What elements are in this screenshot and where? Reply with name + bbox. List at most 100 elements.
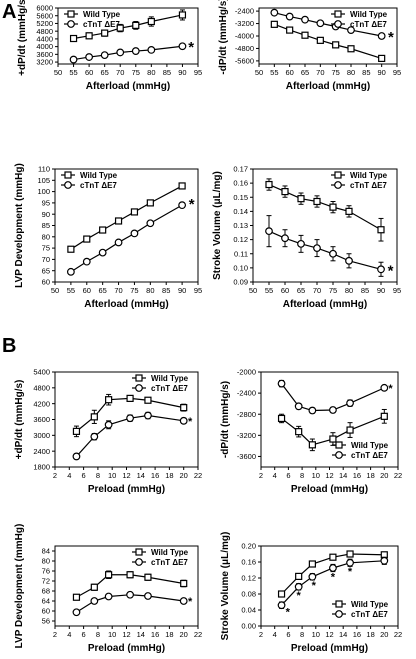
data-point (180, 579, 188, 588)
data-point (144, 573, 152, 581)
legend-marker (64, 171, 72, 179)
data-point (72, 427, 81, 435)
data-point (329, 564, 337, 572)
x-tick-label: 10 (108, 471, 116, 480)
y-axis-label: -dP/dt (mmHg/s) (220, 381, 231, 458)
y-tick-label: -2400 (235, 7, 254, 16)
y-tick-label: -5600 (235, 56, 254, 65)
x-tick-label: 22 (394, 630, 402, 639)
data-point (85, 32, 93, 40)
x-tick-label: 80 (347, 68, 355, 77)
y-axis-label: +dP/dt (mmHg/s) (14, 380, 25, 460)
x-tick-label: 60 (281, 286, 289, 295)
y-tick-label: 105 (37, 176, 50, 185)
x-tick-label: 22 (194, 471, 202, 480)
y-tick-label: 85 (42, 221, 50, 230)
y-tick-label: 2400 (33, 447, 50, 456)
x-tick-label: 80 (146, 286, 154, 295)
legend-marker (135, 558, 143, 566)
data-point (345, 207, 353, 215)
x-tick-label: 12 (122, 630, 130, 639)
legend-entry: Wild Type (83, 10, 121, 19)
x-tick-label: 95 (194, 68, 202, 77)
data-point (329, 406, 337, 414)
data-point (313, 244, 321, 253)
y-tick-label: 68 (42, 587, 50, 596)
x-tick-label: 8 (96, 630, 100, 639)
data-point (72, 593, 81, 601)
x-tick-label: 65 (301, 68, 309, 77)
data-point (126, 571, 134, 579)
x-tick-label: 50 (51, 286, 59, 295)
data-point (98, 248, 107, 257)
data-point (178, 201, 187, 210)
data-point (67, 245, 75, 253)
chart-6: 2 4 6 8 10 12 14 16 18 20 22 -2000 -2400 -2800 -3200 -3… (220, 368, 402, 495)
data-point (377, 226, 385, 234)
data-point (144, 411, 152, 420)
x-tick-label: 22 (194, 630, 202, 639)
x-tick-label: 50 (255, 68, 263, 77)
x-tick-label: 2 (259, 471, 263, 480)
data-point (178, 182, 186, 190)
data-point (104, 420, 113, 429)
data-point (281, 234, 289, 243)
x-tick-label: 4 (273, 471, 277, 480)
data-point (313, 197, 321, 206)
x-tick-label: 12 (325, 630, 333, 639)
legend-entry: Wild Type (351, 600, 389, 609)
x-tick-label: 80 (147, 68, 155, 77)
x-tick-label: 12 (122, 471, 130, 480)
x-tick-label: 14 (339, 630, 347, 639)
x-tick-label: 6 (82, 471, 86, 480)
data-point (116, 48, 125, 57)
data-point (179, 416, 188, 425)
x-tick-label: 10 (312, 471, 320, 480)
series-wild-type (72, 570, 188, 601)
x-tick-label: 14 (137, 630, 145, 639)
significance-star: * (331, 571, 336, 583)
chart-8: 2 4 6 8 10 12 14 16 18 20 22 0.00 0.04 0.08 0.12 0.16 0.… (220, 532, 402, 654)
legend-marker (335, 600, 343, 608)
x-tick-label: 8 (300, 630, 304, 639)
legend-entry: Wild Type (351, 441, 389, 450)
x-tick-label: 90 (377, 68, 385, 77)
x-axis-label: Afterload (mmHg) (286, 81, 370, 92)
x-tick-label: 6 (286, 630, 290, 639)
series-line (76, 414, 184, 457)
x-axis-label: Preload (mmHg) (88, 643, 165, 654)
significance-star: * (188, 416, 193, 428)
y-tick-label: 5200 (36, 19, 53, 28)
x-axis-label: Afterload (mmHg) (86, 81, 170, 92)
x-tick-label: 95 (393, 286, 401, 295)
y-axis-label: Stroke Volume (μL/mg) (220, 532, 231, 641)
legend-marker (335, 441, 343, 449)
significance-star: * (388, 262, 394, 279)
x-tick-label: 16 (151, 630, 159, 639)
x-tick-label: 50 (54, 68, 62, 77)
legend-marker (334, 10, 342, 18)
series-wild-type (69, 9, 187, 43)
chart-4: 50 55 60 65 70 75 80 85 90 95 0.09 0.10 0.11 0.12 0.13… (212, 165, 401, 310)
x-tick-label: 85 (361, 286, 369, 295)
data-point (294, 402, 303, 411)
x-tick-label: 20 (180, 630, 188, 639)
legend-marker (67, 10, 75, 18)
y-tick-label: 90 (42, 210, 50, 219)
y-tick-label: 110 (38, 165, 50, 174)
x-tick-label: 65 (100, 68, 108, 77)
y-tick-label: 0.12 (241, 574, 256, 583)
data-point (346, 399, 354, 408)
legend-marker (64, 181, 72, 189)
x-tick-label: 75 (331, 68, 339, 77)
data-point (294, 582, 303, 591)
data-point (72, 608, 81, 617)
data-point (295, 572, 303, 581)
y-tick-label: 4800 (33, 383, 50, 392)
y-tick-label: 0.20 (241, 542, 256, 551)
significance-star: * (286, 607, 291, 619)
significance-star: * (189, 196, 195, 213)
data-point (295, 428, 303, 436)
